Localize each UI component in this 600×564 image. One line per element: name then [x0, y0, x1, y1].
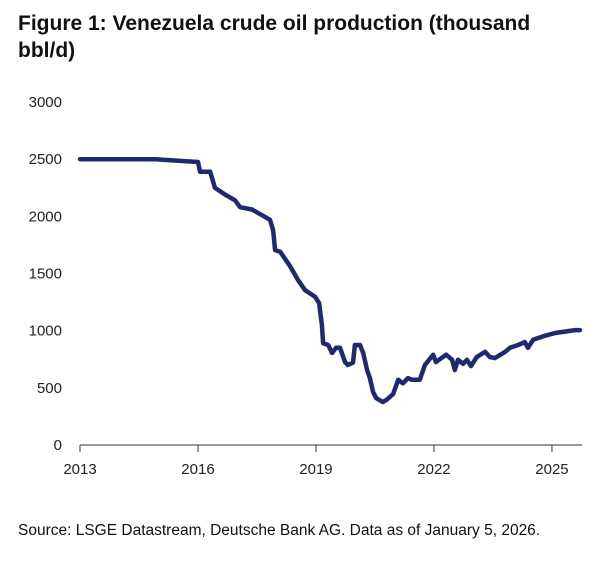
y-tick-label: 3000	[29, 94, 62, 111]
x-tick-label: 2013	[63, 461, 96, 478]
x-tick-label: 2019	[299, 461, 332, 478]
source-note: Source: LSGE Datastream, Deutsche Bank A…	[18, 522, 541, 539]
y-tick-label: 2500	[29, 151, 62, 168]
y-tick-label: 1500	[29, 266, 62, 283]
x-tick-label: 2016	[181, 461, 214, 478]
y-tick-label: 500	[37, 380, 62, 397]
chart-title: Figure 1: Venezuela crude oil production…	[18, 12, 531, 62]
x-tick-label: 2025	[535, 461, 568, 478]
production-line	[77, 156, 583, 405]
x-tick-label: 2022	[417, 461, 450, 478]
y-tick-label: 1000	[29, 323, 62, 340]
y-tick-label: 2000	[29, 208, 62, 225]
y-tick-label: 0	[54, 437, 62, 454]
